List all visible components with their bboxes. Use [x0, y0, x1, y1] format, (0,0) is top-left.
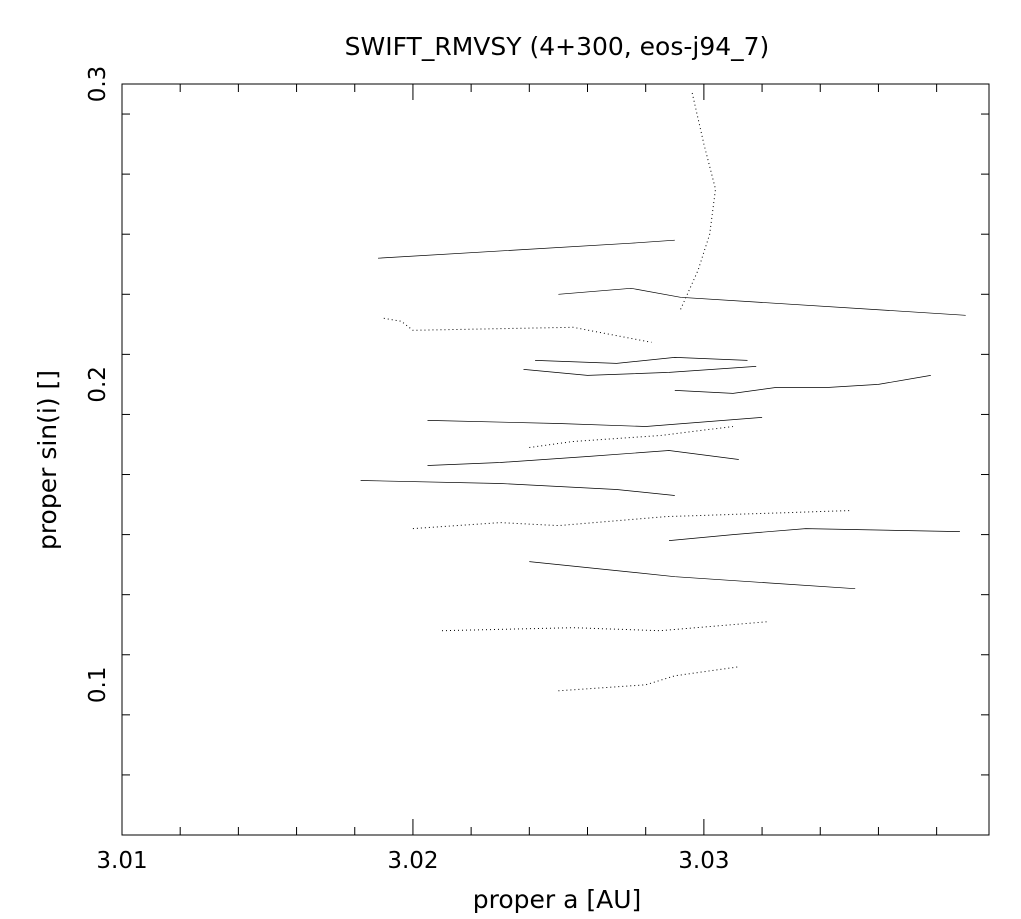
axis-ticks [121, 84, 989, 836]
y-tick-label: 0.3 [85, 66, 111, 103]
series-line [427, 417, 763, 427]
plot-frame [121, 83, 990, 836]
series-line [412, 510, 850, 530]
series-line [360, 480, 675, 496]
chart-title: SWIFT_RMVSY (4+300, eos-j94_7) [345, 32, 770, 61]
x-axis-label: proper a [AU] [473, 885, 642, 914]
x-tick-label: 3.03 [678, 848, 729, 874]
x-tick-label: 3.02 [387, 848, 438, 874]
series-line [674, 375, 931, 394]
series-line [680, 92, 717, 310]
series-line [668, 528, 960, 541]
series-line [558, 666, 739, 692]
x-tick-label: 3.01 [96, 848, 147, 874]
y-axis-label: proper sin(i) [] [33, 370, 62, 550]
y-tick-label: 0.2 [85, 366, 111, 403]
y-tick-label: 0.1 [85, 667, 111, 704]
series-line [427, 450, 739, 466]
series-line [377, 239, 675, 259]
series-line [558, 287, 966, 316]
series-line [529, 561, 856, 590]
series-line [383, 317, 652, 343]
series-line [529, 426, 734, 448]
series-line [441, 621, 768, 632]
tick-labels: 3.01 3.02 3.03 0.1 0.2 0.3 [85, 66, 729, 874]
series-line [523, 366, 757, 376]
orbit-tracks [360, 92, 966, 692]
series-line [535, 357, 748, 364]
